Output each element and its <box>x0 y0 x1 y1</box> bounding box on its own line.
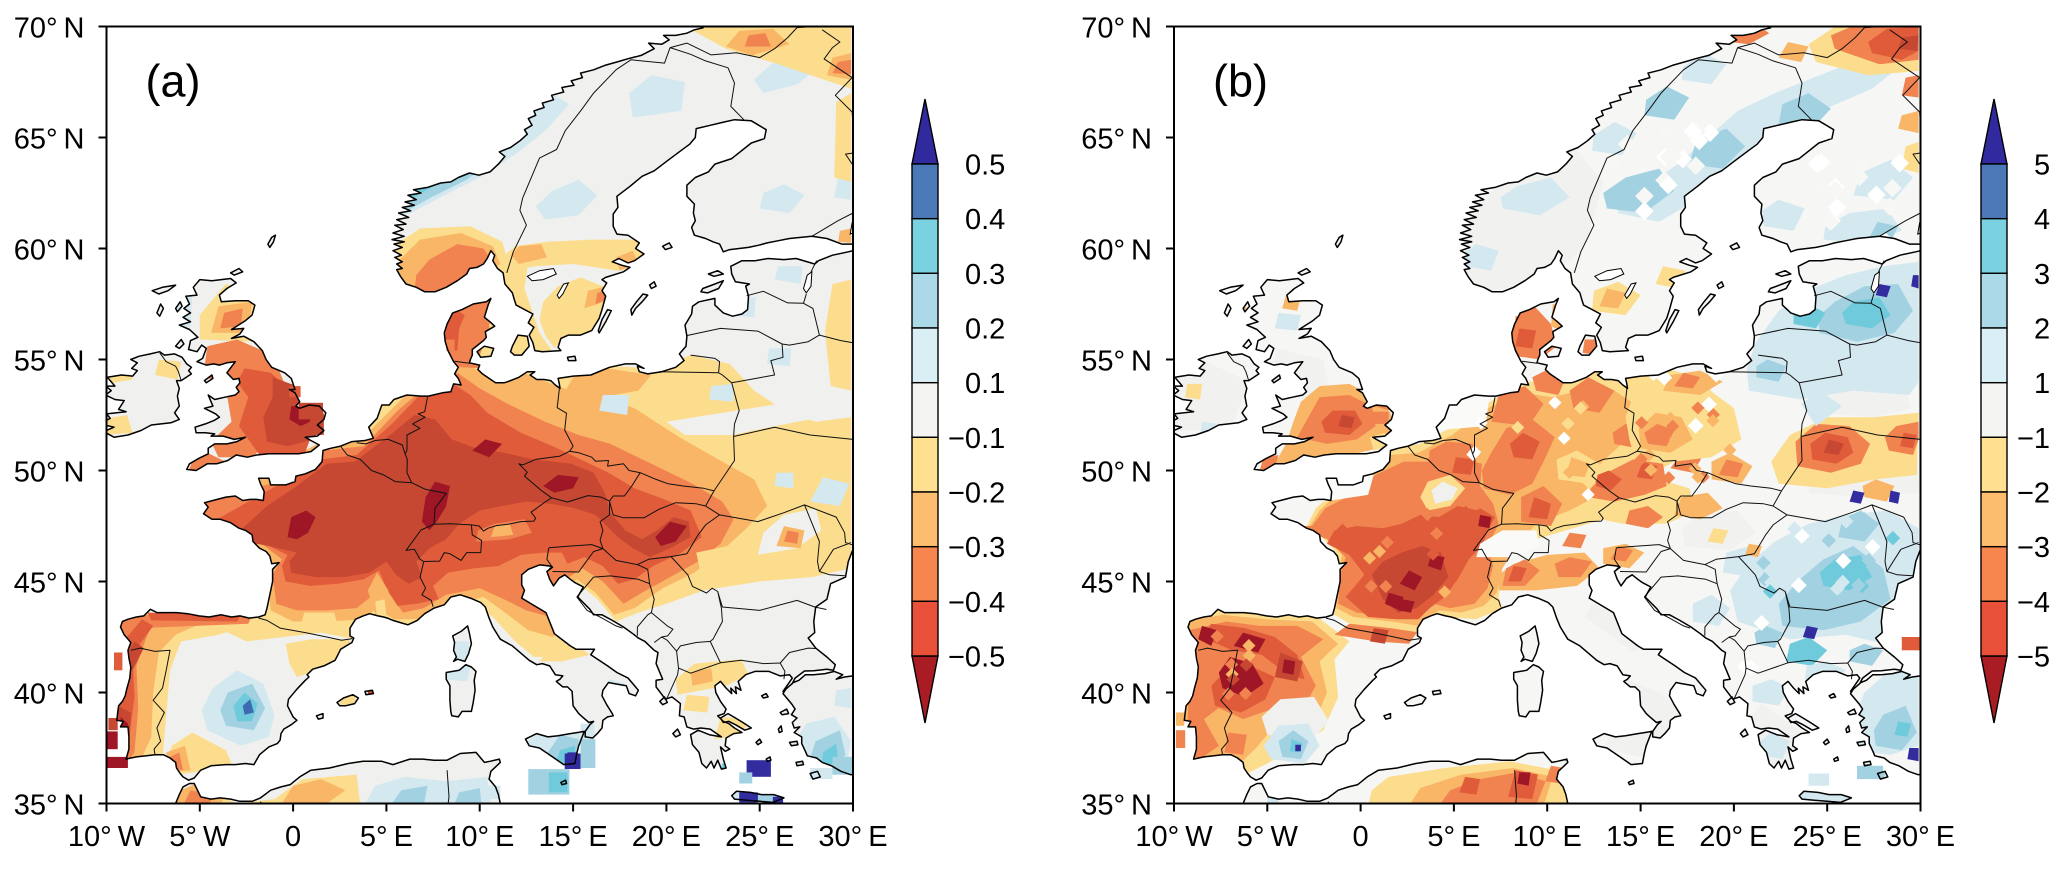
svg-text:0.2: 0.2 <box>965 314 1005 346</box>
svg-text:5: 5 <box>2034 150 2050 182</box>
svg-text:−0.4: −0.4 <box>948 587 1005 619</box>
svg-text:20°E: 20° E <box>632 821 701 853</box>
svg-text:35°N: 35° N <box>1081 790 1152 822</box>
svg-text:65°N: 65° N <box>1081 124 1152 156</box>
svg-text:70°N: 70° N <box>14 13 85 45</box>
svg-text:10°W: 10° W <box>68 821 146 853</box>
svg-text:(a): (a) <box>146 56 201 107</box>
svg-text:−0.5: −0.5 <box>948 642 1005 674</box>
svg-text:0: 0 <box>1353 821 1369 853</box>
svg-text:55°N: 55° N <box>14 346 85 378</box>
svg-text:1: 1 <box>2034 368 2050 400</box>
svg-text:30°E: 30° E <box>818 821 887 853</box>
svg-text:−0.1: −0.1 <box>948 423 1005 455</box>
svg-text:10°E: 10° E <box>445 821 514 853</box>
svg-text:70°N: 70° N <box>1081 13 1152 45</box>
svg-text:0: 0 <box>285 821 301 853</box>
svg-text:60°N: 60° N <box>14 235 85 267</box>
svg-text:20°E: 20° E <box>1699 821 1768 853</box>
svg-text:25°E: 25° E <box>1793 821 1862 853</box>
svg-text:0.4: 0.4 <box>965 204 1005 236</box>
svg-text:−2: −2 <box>2017 478 2050 510</box>
svg-text:35°N: 35° N <box>14 790 85 822</box>
svg-text:10°W: 10° W <box>1135 821 1213 853</box>
svg-text:40°N: 40° N <box>1081 679 1152 711</box>
svg-text:−5: −5 <box>2017 642 2050 674</box>
svg-text:−0.2: −0.2 <box>948 478 1005 510</box>
svg-text:40°N: 40° N <box>14 679 85 711</box>
svg-text:−0.3: −0.3 <box>948 532 1005 564</box>
svg-text:45°N: 45° N <box>14 568 85 600</box>
svg-text:0.1: 0.1 <box>965 368 1005 400</box>
svg-text:65°N: 65° N <box>14 124 85 156</box>
svg-text:50°N: 50° N <box>1081 457 1152 489</box>
svg-text:15°E: 15° E <box>538 821 607 853</box>
svg-text:60°N: 60° N <box>1081 235 1152 267</box>
svg-text:0.3: 0.3 <box>965 259 1005 291</box>
svg-text:−4: −4 <box>2017 587 2050 619</box>
svg-text:10°E: 10° E <box>1513 821 1582 853</box>
svg-text:50°N: 50° N <box>14 457 85 489</box>
svg-text:2: 2 <box>2034 314 2050 346</box>
svg-text:0.5: 0.5 <box>965 150 1005 182</box>
svg-text:4: 4 <box>2034 204 2050 236</box>
svg-text:25°E: 25° E <box>725 821 794 853</box>
svg-text:−3: −3 <box>2017 532 2050 564</box>
svg-text:(b): (b) <box>1213 56 1268 107</box>
svg-text:15°E: 15° E <box>1606 821 1675 853</box>
svg-text:5°E: 5° E <box>1427 821 1480 853</box>
svg-text:3: 3 <box>2034 259 2050 291</box>
svg-text:45°N: 45° N <box>1081 568 1152 600</box>
svg-text:5°E: 5° E <box>360 821 413 853</box>
svg-text:30°E: 30° E <box>1886 821 1955 853</box>
svg-text:−1: −1 <box>2017 423 2050 455</box>
svg-text:55°N: 55° N <box>1081 346 1152 378</box>
